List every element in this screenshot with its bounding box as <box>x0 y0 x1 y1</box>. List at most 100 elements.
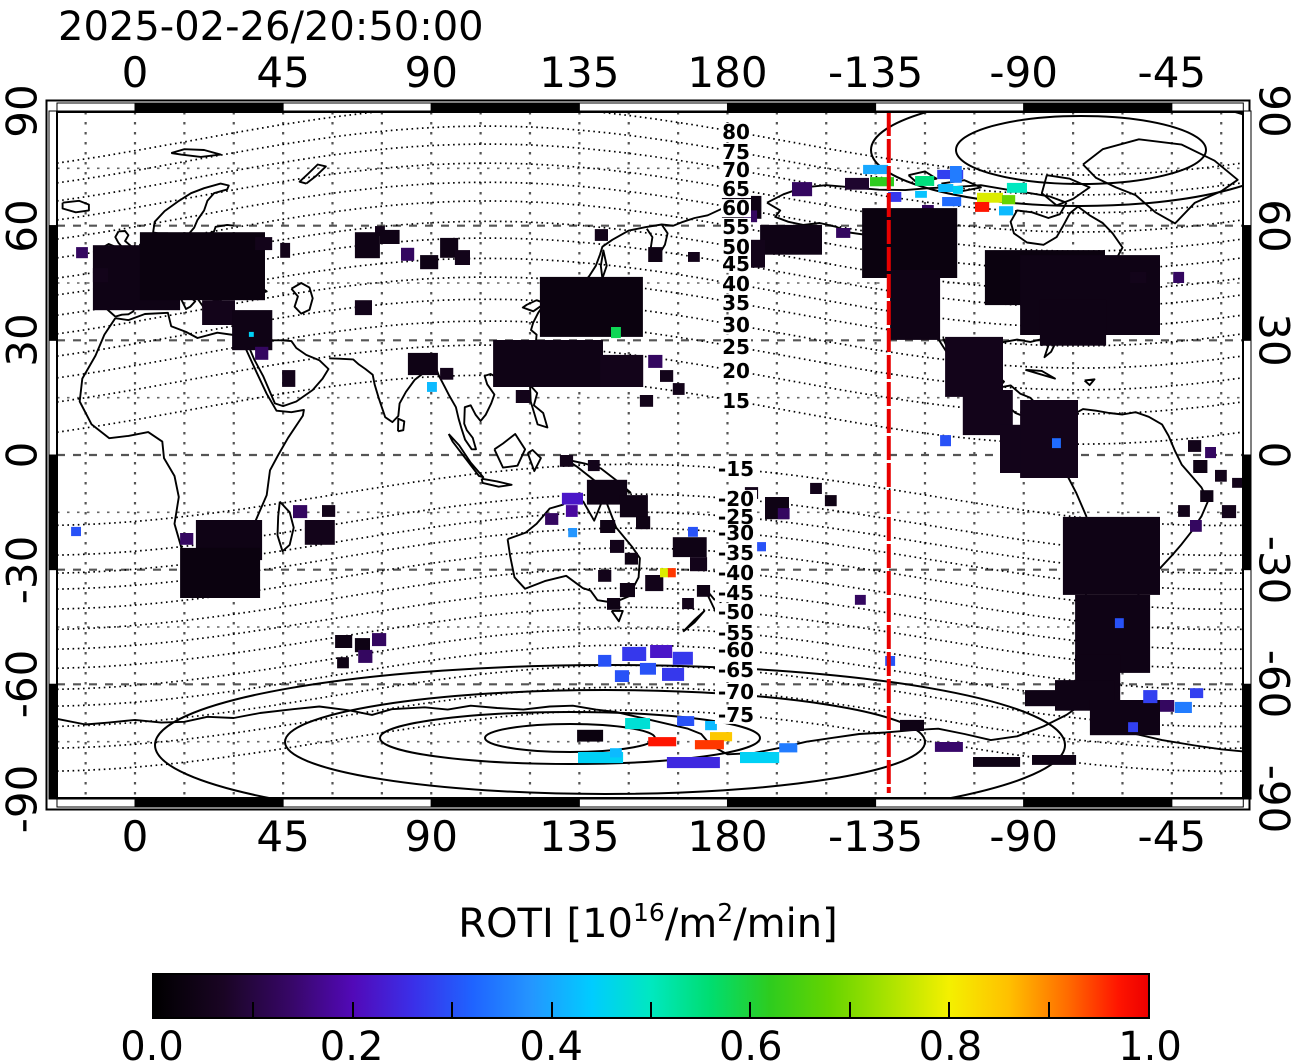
left-axis-label: 30 <box>0 313 47 368</box>
roti-cell <box>950 166 962 183</box>
roti-cell <box>888 192 902 202</box>
roti-cell <box>824 495 837 507</box>
roti-cell <box>760 224 822 255</box>
roti-cell <box>648 247 663 262</box>
contour-label: 40 <box>722 272 750 296</box>
right-axis-label: -60 <box>1249 650 1296 719</box>
roti-cell <box>578 752 624 764</box>
colorbar-title-unit2: /min] <box>733 901 838 947</box>
right-axis-label: 30 <box>1249 313 1296 368</box>
roti-cell <box>672 383 685 395</box>
roti-cell <box>304 520 335 545</box>
roti-cell <box>915 176 935 186</box>
roti-cell <box>577 729 604 742</box>
colorbar-tick <box>848 1002 851 1017</box>
roti-cell <box>622 646 647 661</box>
roti-cell <box>282 370 296 387</box>
roti-cell <box>666 757 720 769</box>
roti-cell <box>1190 688 1204 699</box>
roti-cell <box>600 520 616 533</box>
colorbar-tick <box>351 1002 354 1017</box>
roti-cell <box>854 594 866 605</box>
roti-cell <box>942 197 962 207</box>
roti-cell <box>870 177 894 187</box>
roti-cell <box>1062 516 1160 595</box>
right-axis-label: -90 <box>1249 764 1296 834</box>
roti-cell <box>999 206 1014 216</box>
roti-cell <box>600 354 644 387</box>
roti-cell <box>559 455 574 467</box>
roti-cell <box>672 537 707 558</box>
roti-cell <box>561 492 583 505</box>
roti-cell <box>619 495 648 518</box>
roti-data-cells <box>71 164 1243 769</box>
roti-cell <box>610 539 625 553</box>
roti-cell <box>900 719 924 731</box>
roti-cell <box>688 526 698 537</box>
roti-cell <box>232 310 273 351</box>
roti-cell <box>1128 722 1138 733</box>
roti-cell <box>915 190 927 198</box>
roti-cell <box>1190 520 1202 532</box>
roti-cell <box>934 742 963 752</box>
roti-cell <box>545 513 559 525</box>
colorbar-tick-label: 1.0 <box>1118 1024 1182 1064</box>
colorbar-title-unit: /m <box>664 901 718 947</box>
roti-cell <box>180 547 261 598</box>
top-axis-label: 90 <box>404 48 458 97</box>
roti-cell <box>977 192 1003 203</box>
colorbar-tick <box>550 1002 553 1017</box>
roti-cell <box>648 737 677 747</box>
colorbar-tick-label: 0.2 <box>319 1024 384 1064</box>
top-axis-label: 180 <box>687 48 768 97</box>
roti-cell <box>71 526 81 537</box>
roti-cell <box>688 252 700 262</box>
contour-label: 45 <box>722 252 750 276</box>
roti-cell <box>975 202 990 212</box>
roti-cell <box>337 657 349 669</box>
roti-cell <box>1114 618 1124 629</box>
roti-cell <box>810 482 822 494</box>
contour-label: -65 <box>718 658 754 682</box>
roti-cell <box>354 300 372 316</box>
roti-cell <box>1025 690 1055 707</box>
roti-cell <box>639 395 654 407</box>
roti-cell <box>690 557 708 572</box>
left-axis-label: 60 <box>0 198 47 253</box>
roti-cell <box>335 635 353 648</box>
colorbar-tick <box>1047 1002 1050 1017</box>
roti-cell <box>1130 271 1147 283</box>
roti-cell <box>862 208 958 278</box>
left-axis-label: -60 <box>0 650 47 719</box>
roti-cell <box>454 250 470 265</box>
colorbar-tick <box>749 1002 752 1017</box>
colorbar-tick <box>252 1002 255 1017</box>
colorbar-tick-label: 0.0 <box>120 1024 184 1064</box>
contour-label: 75 <box>722 140 750 164</box>
roti-cell <box>645 575 664 592</box>
roti-cell <box>1173 271 1185 283</box>
roti-cell <box>660 370 674 382</box>
colorbar-tick-label: 0.8 <box>918 1024 983 1064</box>
colorbar <box>152 973 1150 1019</box>
contour-label: 35 <box>722 291 750 315</box>
roti-cell <box>568 528 578 538</box>
contour-label: 15 <box>722 389 750 413</box>
roti-cell <box>938 184 954 192</box>
roti-cell <box>624 552 638 565</box>
right-axis-label: 90 <box>1249 84 1296 138</box>
contour-label: 30 <box>722 313 750 337</box>
roti-cell <box>407 352 438 376</box>
contour-label: -50 <box>718 600 754 624</box>
roti-cell <box>1221 505 1237 519</box>
map-frame <box>45 99 1252 811</box>
roti-cell <box>1032 755 1077 765</box>
contour-label: -30 <box>718 521 754 545</box>
roti-cell <box>650 645 673 658</box>
roti-cell <box>1215 469 1227 482</box>
top-axis-label: 135 <box>539 48 620 97</box>
contour-label: 80 <box>722 120 750 144</box>
bottom-axis-label: 45 <box>256 812 310 861</box>
contour-label: -60 <box>718 638 754 662</box>
